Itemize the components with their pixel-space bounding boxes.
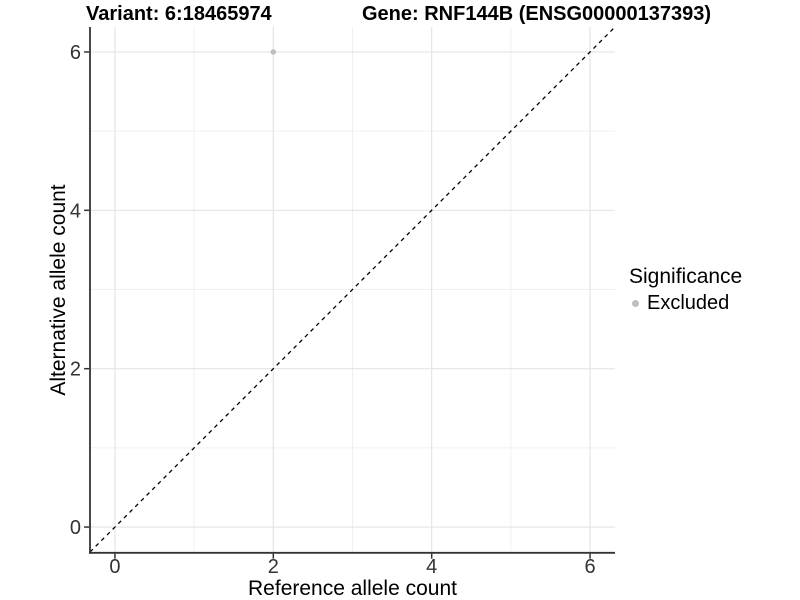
legend-marker-circle-icon: [632, 300, 639, 307]
y-tick-label: 4: [70, 200, 81, 222]
axes-layer: [84, 27, 615, 559]
x-tick-label: 2: [268, 556, 279, 578]
x-tick-label: 0: [109, 556, 120, 578]
x-tick-label: 6: [584, 556, 595, 578]
legend-item-label: Excluded: [647, 292, 730, 314]
legend-item-excluded: Excluded: [629, 292, 742, 315]
tick-labels-layer: 0 2 4 6 0 2 4 6: [70, 42, 596, 578]
x-axis-label: Reference allele count: [248, 577, 457, 600]
identity-reference-line: [90, 27, 615, 553]
y-tick-label: 0: [70, 517, 81, 539]
y-axis-label: Alternative allele count: [47, 184, 70, 396]
gene-title: Gene: RNF144B (ENSG00000137393): [362, 3, 712, 25]
data-point: [270, 49, 277, 55]
y-tick-label: 2: [70, 359, 81, 381]
legend: Significance Excluded: [629, 265, 742, 315]
legend-title: Significance: [629, 265, 743, 288]
y-tick-label: 6: [70, 42, 81, 64]
points-layer: [270, 49, 277, 55]
x-tick-label: 4: [426, 556, 437, 578]
variant-title: Variant: 6:18465974: [86, 3, 272, 25]
reference-layer: [90, 27, 615, 553]
